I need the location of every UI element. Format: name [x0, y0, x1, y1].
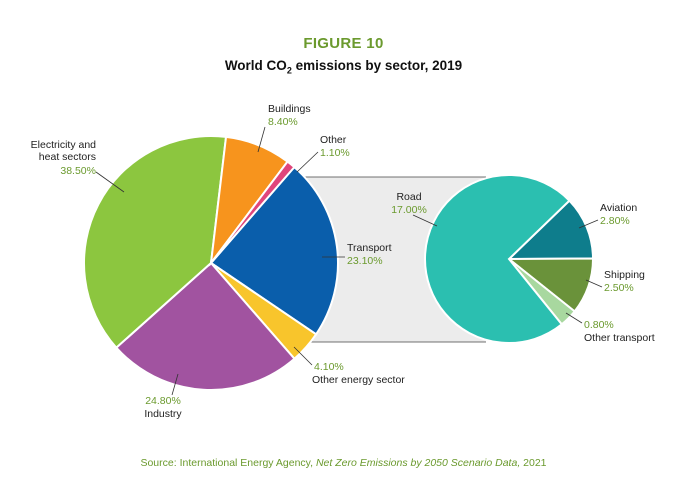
figure-label: FIGURE 10: [303, 35, 384, 52]
title-pre: World CO: [224, 58, 287, 73]
label-other-name: Other: [320, 134, 347, 146]
label-buildings-pct: 8.40%: [268, 116, 298, 128]
label-other-transport-name: Other transport: [584, 332, 655, 344]
label-industry-pct: 24.80%: [145, 395, 181, 407]
source-note: Source: International Energy Agency, Net…: [0, 457, 687, 469]
transport-pie: [424, 174, 595, 344]
transport-slice-road: [424, 174, 571, 344]
label-other-transport: 0.80% Other transport: [565, 312, 655, 344]
label-buildings-name: Buildings: [268, 103, 311, 115]
transport-slice-aviation: [506, 199, 595, 261]
label-road: Road 17.00%: [391, 191, 438, 227]
chart-title: World CO2 emissions by sector, 2019: [0, 58, 687, 76]
title-subscript: 2: [286, 65, 292, 76]
label-other: Other 1.10%: [296, 134, 350, 173]
source-prefix: Source: International Energy Agency,: [140, 457, 316, 469]
label-electricity-line1: Electricity and: [31, 139, 97, 151]
label-electricity: Electricity and heat sectors 38.50%: [31, 139, 125, 193]
label-other-transport-pct: 0.80%: [584, 319, 614, 331]
label-shipping-name: Shipping: [604, 269, 645, 281]
label-shipping: Shipping 2.50%: [585, 269, 645, 294]
label-electricity-line2: heat sectors: [39, 151, 96, 163]
main-slice-industry: [114, 261, 296, 391]
label-other-energy-name: Other energy sector: [312, 374, 405, 386]
label-industry-name: Industry: [144, 408, 182, 420]
label-aviation-name: Aviation: [600, 202, 637, 214]
label-shipping-pct: 2.50%: [604, 282, 634, 294]
source-italic: Net Zero Emissions by 2050 Scenario Data…: [315, 457, 521, 469]
main-slice-transport: [209, 165, 339, 336]
label-transport: Transport 23.10%: [322, 242, 392, 267]
label-transport-name: Transport: [347, 242, 392, 254]
label-other-energy: 4.10% Other energy sector: [293, 346, 405, 386]
label-other-pct: 1.10%: [320, 147, 350, 159]
label-transport-pct: 23.10%: [347, 255, 383, 267]
label-electricity-pct: 38.50%: [60, 165, 96, 177]
label-buildings: Buildings 8.40%: [257, 103, 311, 153]
label-road-pct: 17.00%: [391, 204, 427, 216]
main-slice-other: [210, 160, 296, 264]
label-industry: 24.80% Industry: [144, 373, 182, 420]
main-pie: [82, 135, 339, 391]
source-suffix: 2021: [520, 457, 547, 469]
label-road-name: Road: [396, 191, 421, 203]
title-post: emissions by sector, 2019: [291, 58, 463, 73]
label-other-energy-pct: 4.10%: [314, 361, 344, 373]
label-aviation-pct: 2.80%: [600, 215, 630, 227]
label-aviation: Aviation 2.80%: [578, 202, 637, 229]
